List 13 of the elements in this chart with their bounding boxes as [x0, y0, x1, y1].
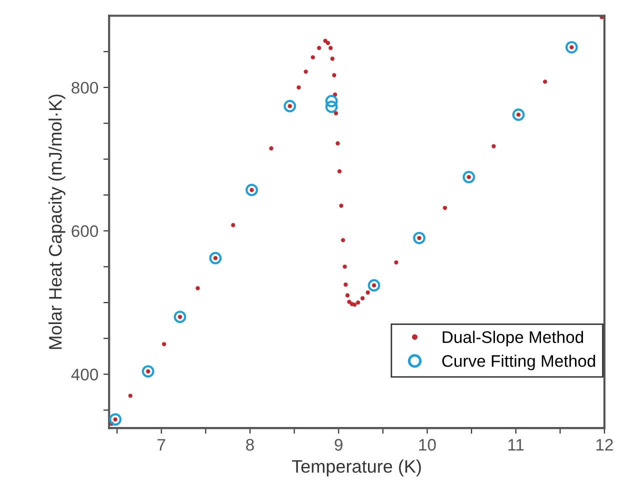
- x-tick-label: 12: [596, 438, 613, 451]
- x-tick-label: 10: [419, 438, 436, 451]
- y-tick-label: 400: [71, 368, 98, 380]
- y-tick-label: 600: [72, 225, 98, 238]
- y-tick-label: 800: [72, 82, 98, 94]
- x-tick-label: 9: [334, 438, 342, 451]
- legend-label: Dual-Slope Method: [442, 330, 584, 346]
- x-tick-label: 7: [158, 439, 166, 451]
- legend-label: Curve Fitting Method: [442, 354, 596, 370]
- x-axis-title: Temperature (K): [292, 460, 421, 476]
- x-tick-label: 8: [246, 438, 254, 451]
- x-tick-label: 11: [508, 439, 524, 451]
- y-axis-title: Molar Heat Capacity (mJ/mol·K): [48, 94, 66, 349]
